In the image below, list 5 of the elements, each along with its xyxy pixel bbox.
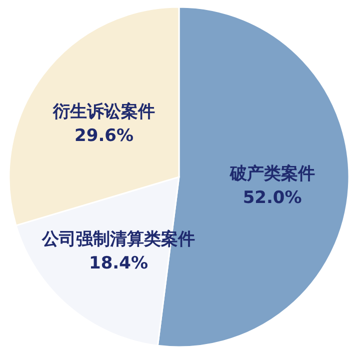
slice-label: 衍生诉讼案件	[52, 101, 156, 122]
data-label: 52.0%	[242, 188, 302, 208]
data-label: 29.6%	[74, 126, 134, 146]
slice-label: 破产类案件	[228, 162, 315, 184]
data-label: 18.4%	[89, 253, 148, 274]
